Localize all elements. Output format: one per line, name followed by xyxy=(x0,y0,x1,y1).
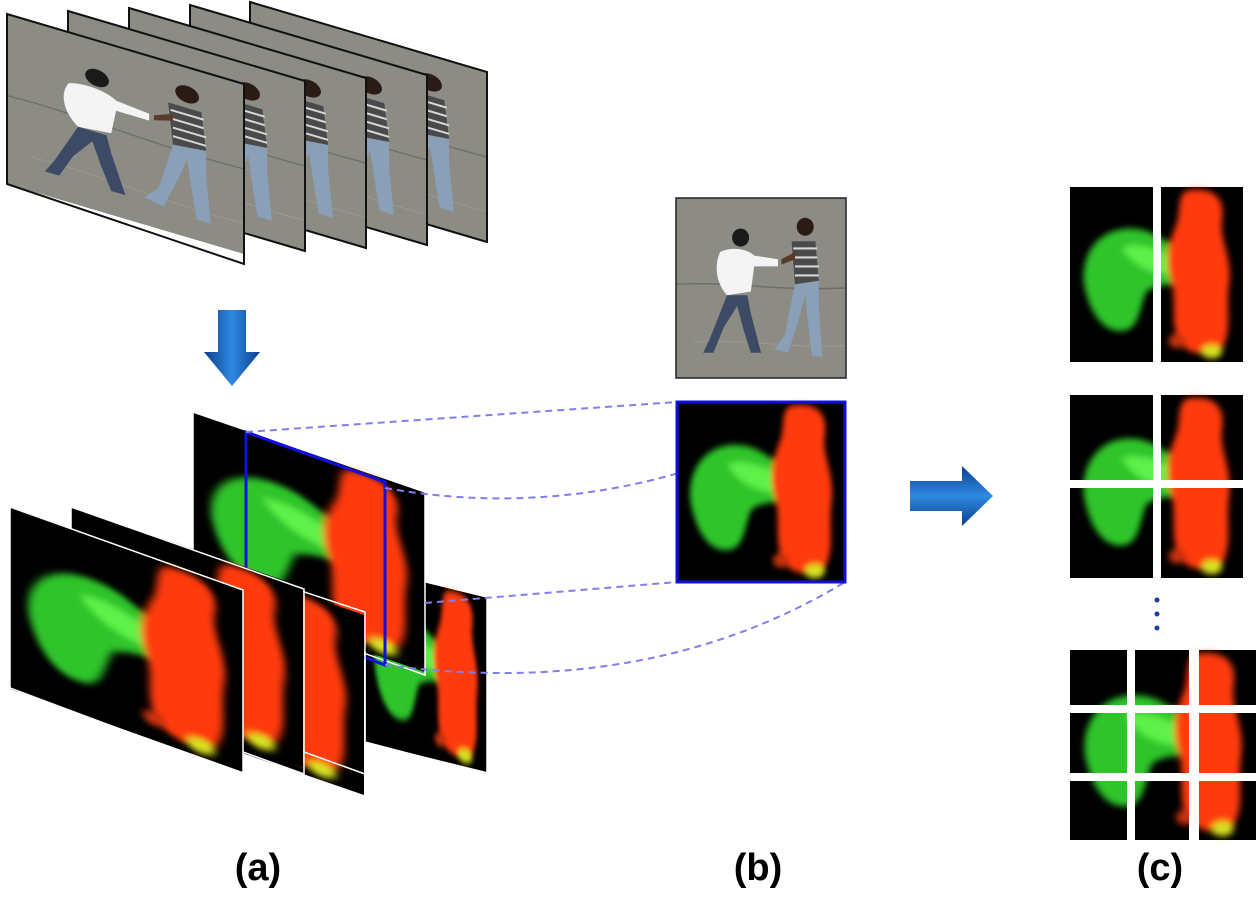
cropped-frame xyxy=(674,196,848,584)
video-frames xyxy=(5,0,489,266)
label-b: (b) xyxy=(734,847,783,889)
label-a: (a) xyxy=(235,847,281,889)
arrow-down xyxy=(204,310,260,386)
label-c: (c) xyxy=(1137,847,1183,889)
flow-frames xyxy=(9,410,488,795)
arrow-right xyxy=(910,466,993,526)
patch-grids xyxy=(1070,187,1258,840)
